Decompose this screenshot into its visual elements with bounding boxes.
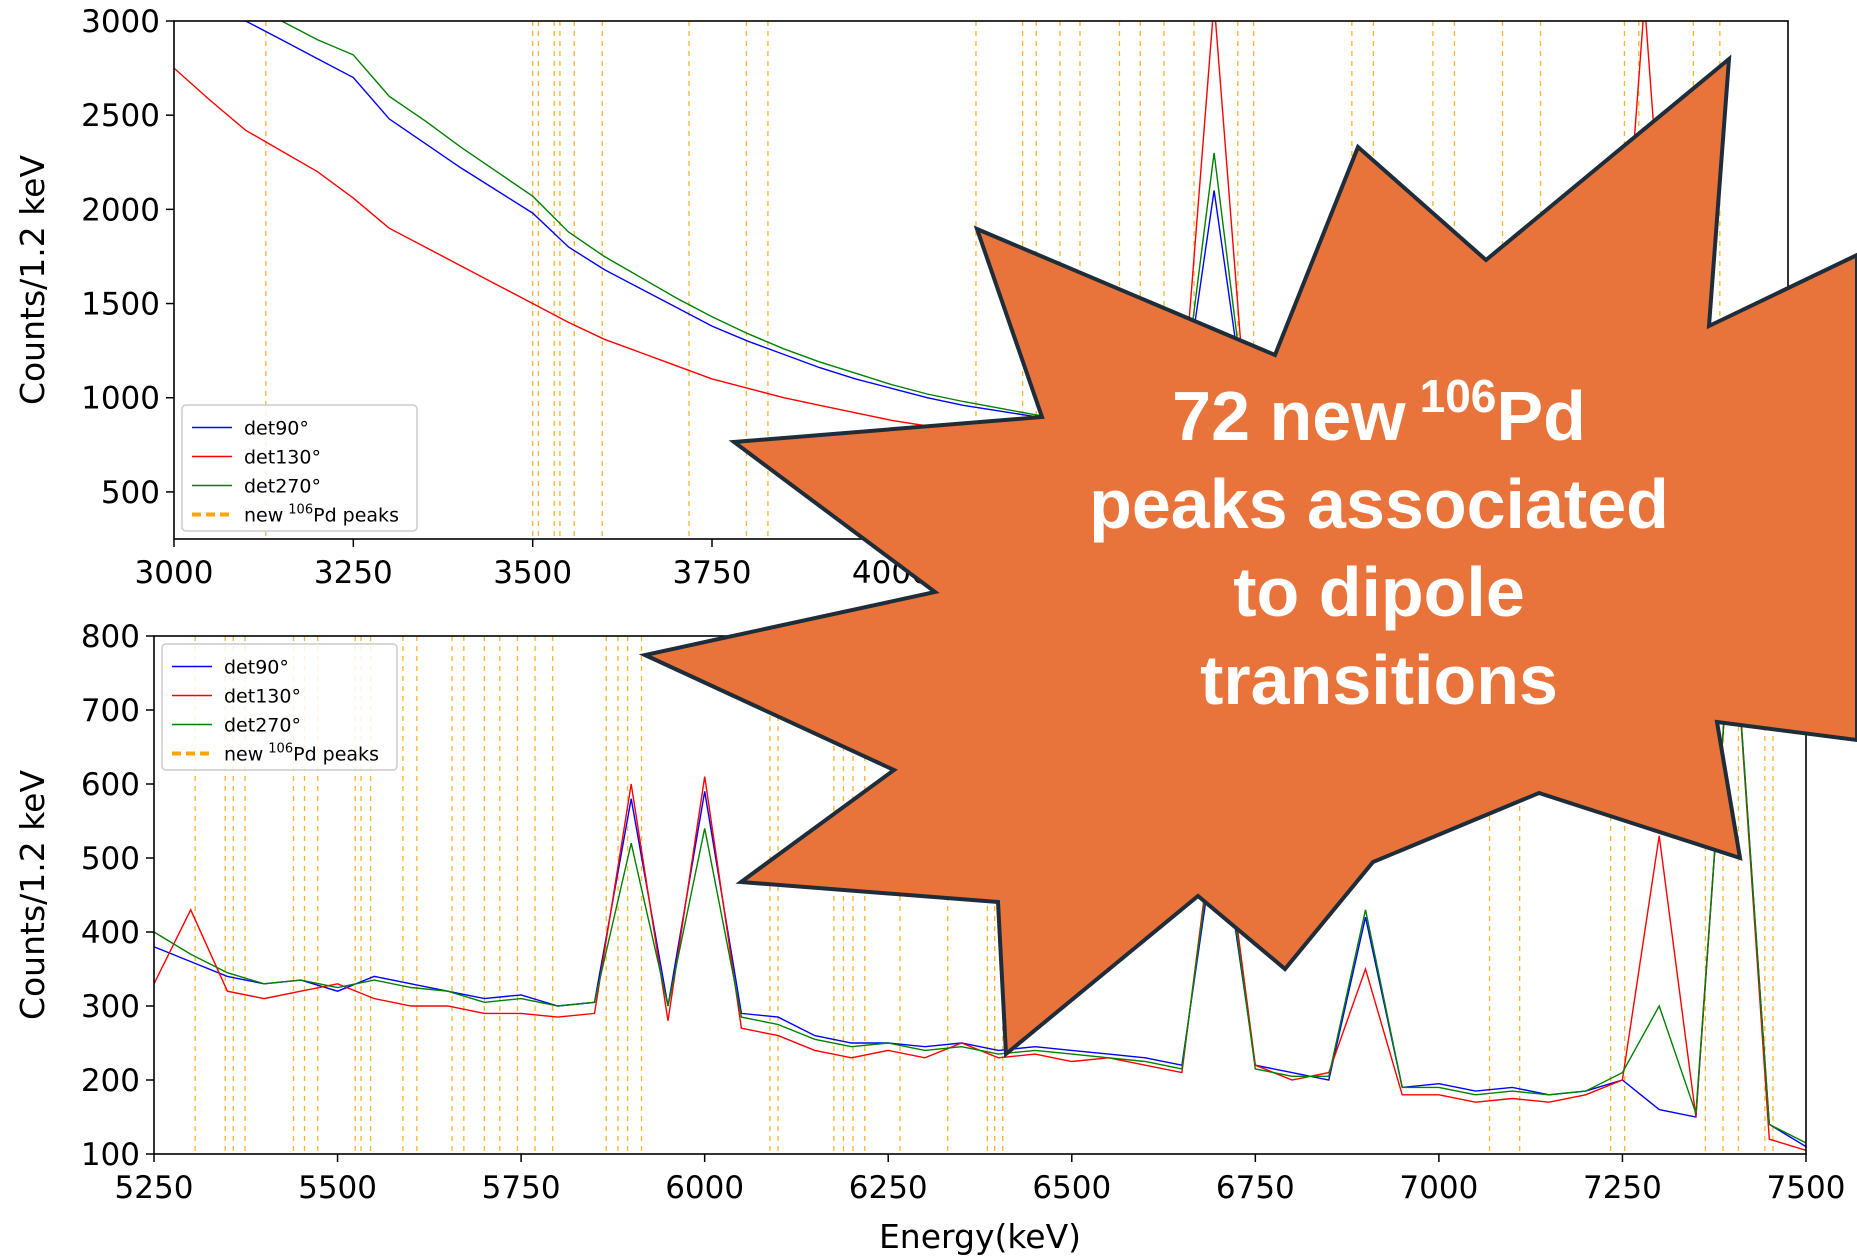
x-tick-label: 3500 bbox=[493, 555, 572, 591]
legend-box bbox=[161, 643, 398, 771]
legend-label: det270° bbox=[244, 476, 321, 498]
y-tick-label: 700 bbox=[81, 693, 140, 729]
x-tick-label: 5250 bbox=[115, 1170, 194, 1206]
y-tick-label: 100 bbox=[81, 1137, 140, 1173]
x-tick-label: 6250 bbox=[849, 1170, 928, 1206]
y-tick-label: 400 bbox=[81, 915, 140, 951]
y-tick-label: 200 bbox=[81, 1063, 140, 1099]
series-line bbox=[154, 636, 1806, 1148]
callout-superscript: 106 bbox=[1420, 370, 1497, 422]
callout-line: transitions bbox=[1200, 641, 1558, 719]
legend-superscript: 106 bbox=[268, 742, 293, 757]
y-tick-label: 1000 bbox=[81, 381, 160, 417]
legend-label: det130° bbox=[244, 447, 321, 469]
legend-text: Pd peaks bbox=[293, 744, 379, 766]
x-tick-label: 3250 bbox=[314, 555, 393, 591]
x-tick-label: 6750 bbox=[1216, 1170, 1295, 1206]
y-tick-label: 1500 bbox=[81, 287, 160, 323]
x-tick-label: 3750 bbox=[673, 555, 752, 591]
y-tick-label: 600 bbox=[81, 767, 140, 803]
callout-line: peaks associated bbox=[1089, 465, 1669, 543]
legend-label: new 106Pd peaks bbox=[244, 503, 399, 527]
x-tick-label: 7500 bbox=[1767, 1170, 1846, 1206]
callout-line: to dipole bbox=[1233, 553, 1525, 631]
y-axis-label: Counts/1.2 keV bbox=[13, 770, 52, 1021]
legend-box bbox=[181, 404, 418, 532]
x-axis-label: Energy(keV) bbox=[879, 1217, 1081, 1256]
legend: det90° det130° det270° new 106Pd peaks bbox=[161, 643, 398, 771]
callout-line: 72 new 106Pd bbox=[1172, 370, 1586, 455]
y-tick-label: 800 bbox=[81, 619, 140, 655]
starburst-callout: 72 new 106Pd peaks associated to dipole t… bbox=[638, 54, 1857, 1059]
legend-label: det130° bbox=[224, 686, 301, 708]
y-axis-label: Counts/1.2 keV bbox=[13, 155, 52, 406]
chart: 5250 5500 5750 6000 6250 6500 6750 7000 7250 7500… bbox=[13, 619, 1846, 1256]
legend-text: Pd peaks bbox=[313, 505, 399, 527]
x-tick-label: 6500 bbox=[1032, 1170, 1111, 1206]
y-tick-label: 500 bbox=[101, 475, 160, 511]
x-tick-label: 6000 bbox=[665, 1170, 744, 1206]
callout-text: 72 new bbox=[1172, 377, 1406, 455]
x-tick-label: 3000 bbox=[135, 555, 214, 591]
legend-label: det90° bbox=[224, 657, 289, 679]
series-line bbox=[154, 636, 1806, 1144]
y-tick-label: 3000 bbox=[81, 4, 160, 40]
legend-text: new bbox=[244, 505, 283, 527]
x-tick-label: 7250 bbox=[1583, 1170, 1662, 1206]
y-tick-label: 300 bbox=[81, 989, 140, 1025]
legend-superscript: 106 bbox=[288, 503, 313, 518]
legend-label: new 106Pd peaks bbox=[224, 742, 379, 766]
starburst bbox=[638, 54, 1857, 1059]
legend: det90° det130° det270° new 106Pd peaks bbox=[181, 404, 418, 532]
x-tick-label: 7000 bbox=[1399, 1170, 1478, 1206]
y-tick-label: 2500 bbox=[81, 98, 160, 134]
legend-label: det270° bbox=[224, 715, 301, 737]
x-tick-label: 5750 bbox=[482, 1170, 561, 1206]
x-tick-label: 5500 bbox=[298, 1170, 377, 1206]
legend-text: new bbox=[224, 744, 263, 766]
y-tick-label: 500 bbox=[81, 841, 140, 877]
y-tick-label: 2000 bbox=[81, 192, 160, 228]
plot-area bbox=[154, 636, 1806, 1154]
callout-text: Pd bbox=[1496, 377, 1585, 455]
legend-label: det90° bbox=[244, 418, 309, 440]
